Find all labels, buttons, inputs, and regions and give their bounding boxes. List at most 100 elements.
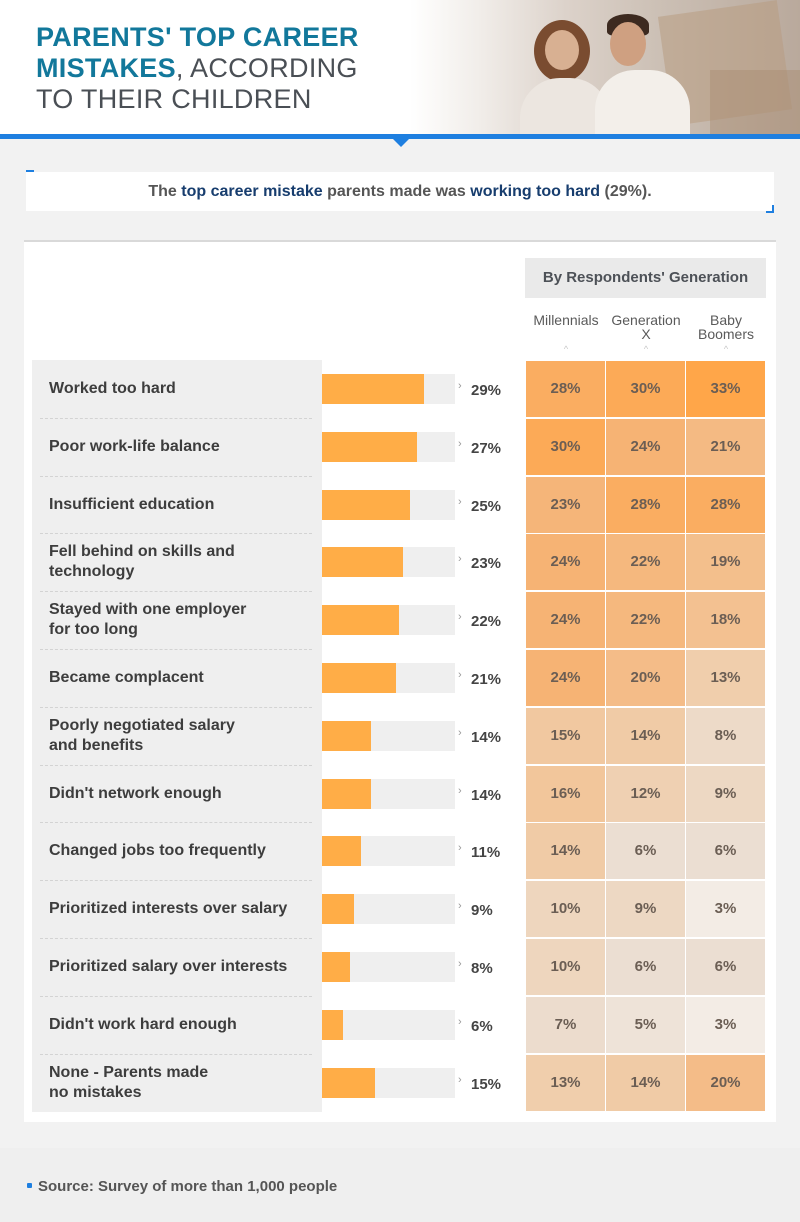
column-header: Millennials [533, 312, 599, 328]
bar [322, 778, 371, 809]
column-header: Baby Boomers [697, 312, 755, 342]
heatmap-cell: 14% [526, 823, 605, 880]
row-label: Prioritized interests over salary [49, 900, 288, 918]
heatmap-cell: 6% [686, 938, 765, 995]
heatmap-cell: 13% [686, 649, 765, 706]
bar [322, 1009, 343, 1040]
heatmap-cell: 7% [526, 996, 605, 1053]
heatmap-cell: 24% [526, 534, 605, 591]
data-label: 27% [471, 439, 502, 457]
heatmap-cell: 14% [606, 707, 685, 764]
header: PARENTS' TOP CAREER MISTAKES, ACCORDING … [0, 0, 800, 134]
footer [0, 1148, 800, 1222]
corner-bracket-icon [766, 205, 774, 213]
data-label: 29% [471, 381, 502, 399]
heatmap-cell: 6% [606, 938, 685, 995]
heatmap-cell: 30% [606, 360, 685, 417]
heatmap-cell: 18% [686, 592, 765, 649]
labels-background [32, 360, 322, 1112]
bar [322, 720, 371, 751]
chevron-right-icon: › [458, 726, 462, 739]
row-label: Poorly negotiated salary and benefits [49, 716, 235, 754]
caret-up-icon: ^ [643, 344, 649, 354]
caret-up-icon: ^ [563, 344, 569, 354]
key-finding-callout: The top career mistake parents made was … [26, 172, 774, 211]
bullet-icon [27, 1183, 32, 1188]
heatmap-cell: 14% [606, 1054, 685, 1111]
heatmap-cell: 28% [686, 476, 765, 533]
row-label: Poor work-life balance [49, 437, 220, 455]
row-label: Became complacent [49, 668, 204, 686]
bar [322, 373, 424, 404]
heatmap-cell: 6% [606, 823, 685, 880]
chevron-right-icon: › [458, 553, 462, 566]
chevron-right-icon: › [458, 437, 462, 450]
data-label: 14% [471, 728, 502, 746]
row-divider [40, 822, 312, 824]
heatmap-cell: 9% [606, 881, 685, 938]
chevron-right-icon: › [458, 957, 462, 970]
row-label: Didn't network enough [49, 784, 222, 802]
couple-photo [410, 0, 800, 134]
chevron-right-icon: › [458, 668, 462, 681]
row-divider [40, 475, 312, 477]
heatmap-cell: 9% [686, 765, 765, 822]
row-divider [40, 1053, 312, 1055]
chevron-right-icon: › [458, 784, 462, 797]
bar [322, 1067, 375, 1098]
heatmap-cell: 15% [526, 707, 605, 764]
bar [322, 489, 410, 520]
heatmap-cell: 28% [526, 360, 605, 417]
bar [322, 951, 350, 982]
data-label: 15% [471, 1075, 502, 1093]
row-divider [40, 880, 312, 882]
data-label: 25% [471, 497, 502, 515]
heatmap-cell: 13% [526, 1054, 605, 1111]
bar [322, 547, 403, 578]
row-label: Prioritized salary over interests [49, 957, 288, 975]
row-label: Stayed with one employer for too long [49, 601, 247, 639]
row-divider [40, 649, 312, 650]
bar-track [322, 1009, 455, 1040]
chevron-right-icon: › [458, 379, 462, 392]
heatmap-cell: 28% [606, 476, 685, 533]
heatmap-cell: 6% [686, 823, 765, 880]
heatmap-cell: 24% [526, 592, 605, 649]
data-label: 9% [471, 902, 493, 920]
heatmap-cell: 3% [686, 996, 765, 1053]
row-label: Worked too hard [49, 379, 176, 397]
heatmap-cell: 22% [606, 534, 685, 591]
source-note: Source: Survey of more than 1,000 people [38, 1178, 338, 1195]
heatmap-cell: 24% [526, 649, 605, 706]
bar [322, 662, 396, 693]
heatmap-cell: 21% [686, 418, 765, 475]
row-label: Fell behind on skills and technology [49, 543, 235, 581]
data-label: 22% [471, 613, 502, 631]
heatmap-cell: 20% [606, 649, 685, 706]
chevron-right-icon: › [458, 842, 462, 855]
heatmap-cell: 19% [686, 534, 765, 591]
heatmap-cell: 23% [526, 476, 605, 533]
pointer-icon [393, 139, 409, 147]
row-divider [40, 533, 312, 535]
heatmap-cell: 10% [526, 938, 605, 995]
heatmap-cell: 3% [686, 881, 765, 938]
page-title: PARENTS' TOP CAREER MISTAKES, ACCORDING … [36, 22, 359, 114]
chevron-right-icon: › [458, 611, 462, 624]
chevron-right-icon: › [458, 495, 462, 508]
row-label: None - Parents made no mistakes [49, 1063, 209, 1101]
header-divider [0, 134, 800, 139]
chevron-right-icon: › [458, 1073, 462, 1086]
row-label: Changed jobs too frequently [49, 842, 266, 860]
row-label: Insufficient education [49, 495, 215, 513]
heatmap-cell: 12% [606, 765, 685, 822]
heatmap-cell: 8% [686, 707, 765, 764]
heatmap-cell: 22% [606, 592, 685, 649]
caret-up-icon: ^ [723, 344, 729, 354]
data-label: 11% [471, 844, 501, 862]
column-header: Generation X [611, 312, 681, 342]
generation-header: By Respondents' Generation [525, 258, 766, 298]
row-label: Didn't work hard enough [49, 1015, 237, 1033]
chevron-right-icon: › [458, 900, 462, 913]
row-divider [40, 764, 312, 766]
